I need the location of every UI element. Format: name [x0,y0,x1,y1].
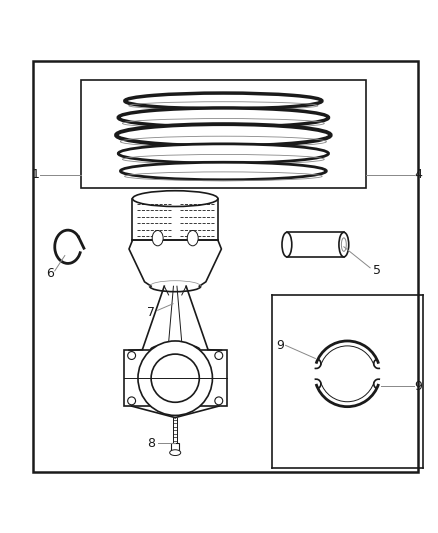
Bar [287,232,344,257]
Circle shape [128,352,136,359]
Circle shape [151,354,199,402]
Ellipse shape [282,232,292,257]
Ellipse shape [170,450,181,456]
Ellipse shape [187,230,198,246]
Text: 7: 7 [147,306,155,319]
Ellipse shape [125,93,322,109]
Ellipse shape [132,191,218,206]
Ellipse shape [152,230,163,246]
Circle shape [138,341,212,415]
Circle shape [215,352,223,359]
Ellipse shape [120,162,326,180]
Ellipse shape [339,232,349,257]
Text: 9: 9 [276,339,284,352]
Text: 5: 5 [373,264,381,277]
Bar [81,80,366,188]
Bar [124,350,227,406]
Circle shape [128,397,136,405]
Bar [33,61,418,472]
Ellipse shape [118,144,328,163]
Bar [132,199,218,240]
Ellipse shape [118,108,328,127]
Bar [171,443,179,453]
Text: 4: 4 [414,168,422,181]
Text: 9: 9 [414,381,422,393]
Text: 1: 1 [32,168,40,181]
Circle shape [215,397,223,405]
Text: 6: 6 [46,266,54,280]
Ellipse shape [116,124,331,146]
Ellipse shape [341,238,346,252]
Text: 8: 8 [147,437,155,449]
